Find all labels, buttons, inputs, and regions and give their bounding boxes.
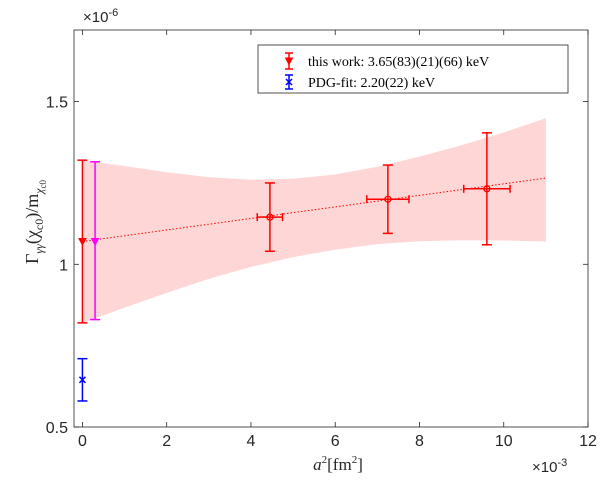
legend-marker-pdg-fit-x <box>285 78 293 86</box>
data-point-1-marker <box>266 213 274 221</box>
legend-marker-this-work-triangle <box>284 57 294 66</box>
data-points-layer <box>77 132 511 402</box>
x-tick-label-10: 10 <box>495 433 513 450</box>
legend: this work: 3.65(83)(21)(66) keV PDG-fit:… <box>257 44 569 94</box>
y-multiplier: ×10-6 <box>83 7 118 26</box>
data-point-2-marker <box>384 195 392 203</box>
x-multiplier: ×10-3 <box>532 457 567 476</box>
data-point-3-marker <box>483 185 491 193</box>
data-point-1 <box>256 182 284 253</box>
extrapolation-1-marker <box>78 238 87 247</box>
y-tick-label-1.5: 1.5 <box>46 95 68 112</box>
axes-box <box>73 29 589 428</box>
y-tick-label-0.5: 0.5 <box>46 420 68 437</box>
legend-label-pdg-fit: PDG-fit: 2.20(22) keV <box>308 76 435 91</box>
extrapolation-2-marker <box>90 238 100 247</box>
fit-band <box>82 118 546 323</box>
pdg-point-marker <box>78 376 86 384</box>
extrapolation-2 <box>90 161 101 321</box>
x-tick-label-4: 4 <box>246 433 255 450</box>
x-tick-label-12: 12 <box>579 433 597 450</box>
fit-band-layer <box>82 118 546 323</box>
legend-marker-pdg-fit <box>285 74 293 90</box>
legend-box <box>257 44 569 94</box>
extrapolation-1 <box>77 159 88 324</box>
y-ticks: 0.5 1 1.5 <box>46 95 588 437</box>
data-point-2 <box>366 164 410 235</box>
legend-label-this-work: this work: 3.65(83)(21)(66) keV <box>308 55 489 70</box>
legend-items <box>284 52 294 90</box>
x-ticks: 0 2 4 6 8 10 12 <box>78 30 597 450</box>
axes-frame <box>73 29 589 428</box>
x-tick-label-8: 8 <box>415 433 424 450</box>
x-tick-label-2: 2 <box>162 433 171 450</box>
y-tick-label-1: 1 <box>59 257 68 274</box>
data-point-3 <box>462 132 511 246</box>
pdg-point <box>77 357 88 402</box>
x-axis-label: a2[fm2] <box>313 454 363 474</box>
legend-marker-this-work <box>284 52 294 70</box>
x-tick-label-6: 6 <box>331 433 340 450</box>
y-axis-label: Γγγ(χc0)/mχc0 <box>22 180 48 264</box>
x-tick-label-0: 0 <box>78 433 87 450</box>
